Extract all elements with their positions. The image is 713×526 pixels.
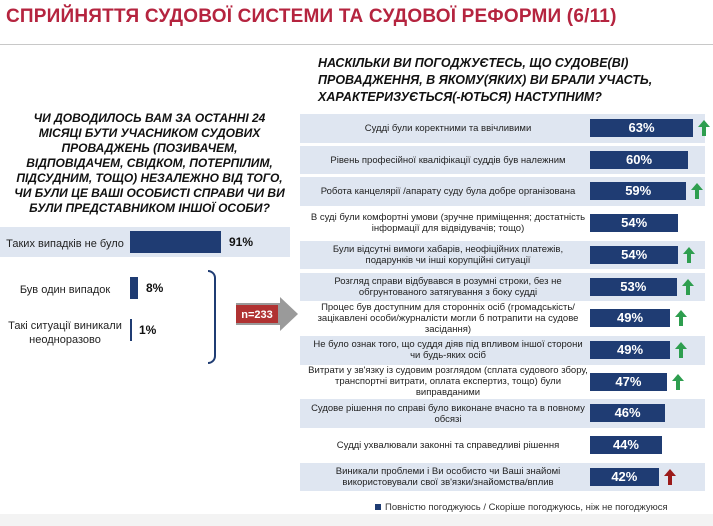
trend-arrow-shape xyxy=(691,183,704,200)
right-value-label: 63% xyxy=(628,120,655,135)
trend-up-icon xyxy=(681,278,694,295)
right-category-label: Судове рішення по справі було виконане в… xyxy=(311,402,585,425)
sample-arrow-icon: n=233 xyxy=(236,297,298,331)
page-title: СПРИЙНЯТТЯ СУДОВОЇ СИСТЕМИ ТА СУДОВОЇ РЕ… xyxy=(6,6,617,27)
title-divider xyxy=(0,44,713,45)
right-category-label: Рівень професійної кваліфікації суддів б… xyxy=(330,154,566,166)
left-category-label: Такі ситуації виникали неодноразово xyxy=(8,320,122,346)
right-bar xyxy=(590,119,693,137)
right-category-label: Не було ознак того, що суддя діяв під вп… xyxy=(313,339,583,362)
trend-up-icon xyxy=(675,310,688,327)
bracket xyxy=(208,270,216,364)
trend-arrow-shape xyxy=(663,468,676,485)
right-value-label: 47% xyxy=(615,373,642,389)
right-value-label: 46% xyxy=(614,405,641,421)
right-value-label: 49% xyxy=(617,341,644,357)
right-value-label: 44% xyxy=(612,437,639,452)
right-category-label: Судді ухвалювали законні та справедливі … xyxy=(336,439,560,451)
right-category-label: Виникали проблеми і Ви особисто чи Ваші … xyxy=(335,466,561,489)
sample-size: n=233 xyxy=(241,309,273,321)
right-question: НАСКІЛЬКИ ВИ ПОГОДЖУЄТЕСЬ, ЩО СУДОВЕ(ВІ)… xyxy=(318,56,653,104)
trend-arrow-shape xyxy=(698,120,710,136)
left-category-label: Був один випадок xyxy=(19,284,111,296)
left-question: ЧИ ДОВОДИЛОСЬ ВАМ ЗА ОСТАННІ 24 МІСЯЦІ Б… xyxy=(14,111,285,215)
right-bar xyxy=(590,372,667,391)
right-bar xyxy=(590,182,687,201)
right-value-label: 59% xyxy=(625,183,652,199)
trend-up-icon xyxy=(691,183,704,200)
trend-arrow-shape xyxy=(671,373,684,390)
left-bar xyxy=(130,231,221,253)
left-category-label: Таких випадків не було xyxy=(6,238,124,250)
left-bar xyxy=(130,319,132,341)
left-bar xyxy=(130,277,138,299)
right-bar xyxy=(590,277,677,296)
right-category-label: Були відсутні вимоги хабарів, неофіційни… xyxy=(332,244,564,267)
right-category-label: В суді були комфортні умови (зручне прим… xyxy=(310,212,586,235)
right-bar xyxy=(590,436,662,454)
right-category-label: Судді були коректними та ввічливими xyxy=(364,122,532,134)
right-value-label: 49% xyxy=(617,310,644,326)
right-category-label: Робота канцелярії /апарату суду була доб… xyxy=(320,186,576,198)
trend-arrow-shape xyxy=(675,341,688,358)
right-value-label: 42% xyxy=(611,468,638,484)
trend-arrow-shape xyxy=(681,278,694,295)
right-bar xyxy=(590,404,666,423)
right-bar xyxy=(590,245,679,264)
right-bar xyxy=(590,309,671,328)
trend-arrow-shape xyxy=(675,310,688,327)
right-value-label: 60% xyxy=(626,151,653,167)
left-value-label: 91% xyxy=(229,235,254,249)
right-category-label: Процес був доступним для сторонніх осіб … xyxy=(317,302,579,336)
right-value-label: 53% xyxy=(620,278,647,294)
legend: Повністю погоджуюсь / Скоріше погоджуюсь… xyxy=(375,502,668,513)
trend-up-icon xyxy=(683,246,696,263)
right-category-label: Розгляд справи відбувався в розумні стро… xyxy=(334,275,562,298)
right-bar xyxy=(590,467,659,486)
right-category-label: Витрати у зв'язку із судовим розглядом (… xyxy=(308,365,588,399)
right-bar xyxy=(590,214,679,233)
left-value-label: 1% xyxy=(139,323,157,337)
trend-up-icon xyxy=(671,373,684,390)
bottom-toolbar xyxy=(0,514,713,526)
trend-arrow-shape xyxy=(683,246,696,263)
right-value-label: 54% xyxy=(621,246,648,262)
right-value-label: 54% xyxy=(621,215,648,231)
trend-up-icon xyxy=(698,120,710,136)
trend-up-icon xyxy=(675,341,688,358)
left-value-label: 8% xyxy=(146,281,164,295)
right-bar xyxy=(590,150,689,169)
right-bar xyxy=(590,340,671,359)
legend-label: Повністю погоджуюсь / Скоріше погоджуюсь… xyxy=(385,502,668,513)
sample-box xyxy=(236,305,278,323)
legend-swatch xyxy=(375,504,381,511)
trend-up-red-icon xyxy=(663,468,676,485)
